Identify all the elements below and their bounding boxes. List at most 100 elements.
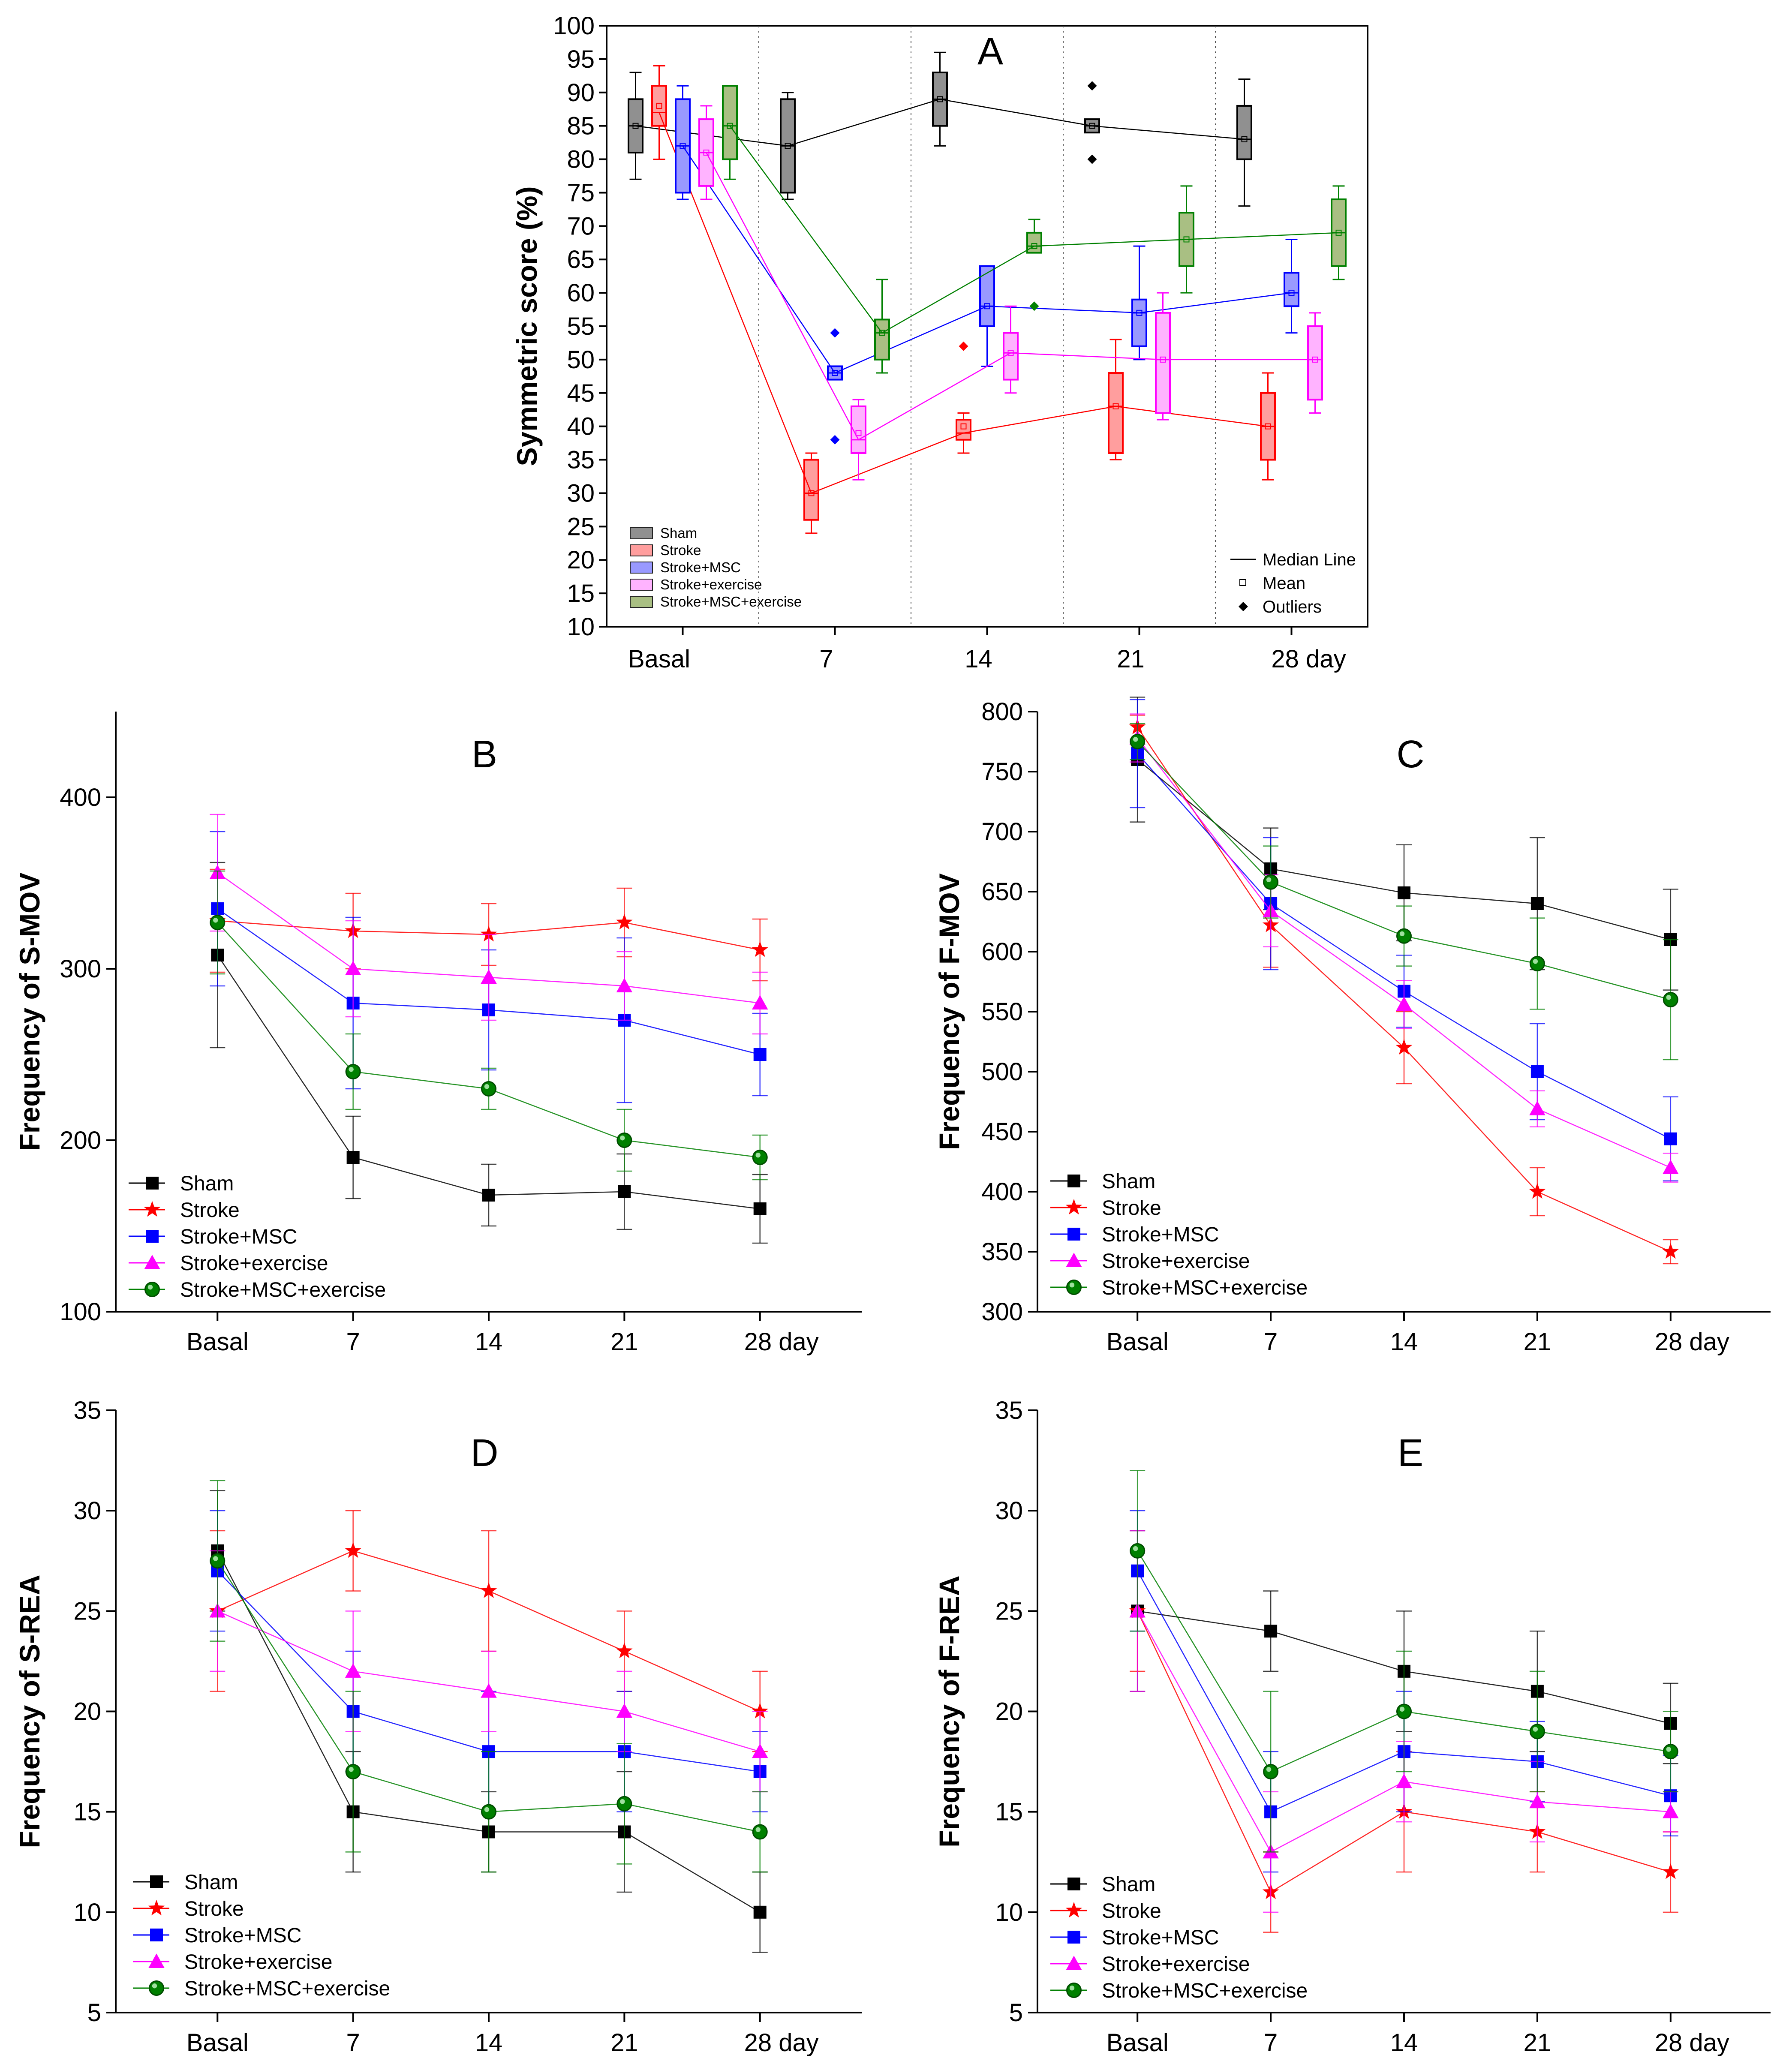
legend-marker bbox=[150, 1929, 163, 1941]
x-tick-label: 7 bbox=[346, 1328, 360, 1356]
x-tick-label: Basal bbox=[186, 2029, 249, 2057]
x-tick-label: 21 bbox=[1524, 1328, 1551, 1356]
data-point-highlight bbox=[1399, 931, 1405, 937]
legend-marker bbox=[1067, 1931, 1080, 1944]
data-point bbox=[345, 1064, 361, 1079]
mean-marker bbox=[703, 149, 710, 156]
data-point bbox=[753, 1048, 767, 1061]
data-point bbox=[1529, 1724, 1545, 1740]
data-point bbox=[210, 915, 226, 930]
legend-marker bbox=[144, 1282, 160, 1297]
y-tick-label: 15 bbox=[567, 580, 595, 607]
y-tick-label: 90 bbox=[567, 79, 595, 107]
legend-marker bbox=[1065, 1199, 1082, 1215]
legend-label: Stroke+MSC+exercise bbox=[1102, 1980, 1308, 2002]
data-point bbox=[1396, 996, 1412, 1011]
y-tick-label: 650 bbox=[981, 878, 1023, 906]
mean-marker bbox=[832, 370, 838, 376]
legend-swatch bbox=[630, 527, 653, 539]
y-tick-label: 300 bbox=[981, 1298, 1023, 1326]
legend-marker bbox=[1067, 1175, 1080, 1187]
chart-E: 5 10 15 20 25 30 35 Basal 7 14 21 28 day Frequency o… bbox=[933, 1397, 1771, 2057]
legend-marker bbox=[1067, 1878, 1080, 1890]
y-tick-label: 400 bbox=[60, 784, 101, 811]
box bbox=[979, 265, 995, 327]
data-point bbox=[480, 925, 497, 942]
x-tick-label: 14 bbox=[475, 2029, 503, 2057]
y-tick-label: 35 bbox=[73, 1397, 101, 1424]
legend-label: Stroke+exercise bbox=[660, 577, 762, 592]
panel-letter: C bbox=[1397, 733, 1425, 776]
y-tick-label: 30 bbox=[73, 1497, 101, 1525]
box bbox=[1026, 231, 1042, 254]
legend-swatch bbox=[630, 596, 653, 608]
y-tick-label: 700 bbox=[981, 818, 1023, 846]
chart-C: 300 350 400 450 500 550 600 650 700 750 800 Basal 7 1… bbox=[933, 697, 1771, 1356]
outlier-marker bbox=[1087, 81, 1097, 91]
data-point-highlight bbox=[755, 1153, 761, 1158]
legend-label: Mean bbox=[1263, 574, 1305, 593]
data-point bbox=[1663, 992, 1678, 1007]
data-point bbox=[616, 1703, 633, 1718]
box-series-stroke bbox=[651, 65, 1276, 534]
y-tick-label: 750 bbox=[981, 758, 1023, 786]
x-tick-label: 14 bbox=[475, 1328, 503, 1356]
data-point bbox=[1662, 1243, 1679, 1259]
data-point bbox=[752, 941, 768, 957]
box bbox=[1003, 332, 1019, 381]
data-point bbox=[1529, 956, 1545, 971]
box-series-exercise bbox=[698, 105, 1323, 481]
y-tick-label: 200 bbox=[60, 1127, 101, 1154]
y-tick-label: 350 bbox=[981, 1238, 1023, 1266]
data-point-highlight bbox=[620, 1136, 625, 1141]
legend-marker bbox=[148, 1899, 165, 1916]
mean-marker bbox=[855, 430, 862, 436]
y-tick-label: 450 bbox=[981, 1118, 1023, 1146]
data-point bbox=[1663, 1160, 1679, 1174]
y-tick-label: 15 bbox=[995, 1798, 1023, 1826]
legend-label: Sham bbox=[660, 525, 697, 541]
legend-marker bbox=[1065, 1902, 1082, 1918]
y-tick-label: 800 bbox=[981, 698, 1023, 726]
y-axis-label: Frequency of S-REA bbox=[14, 1574, 45, 1848]
data-point bbox=[1395, 1039, 1413, 1055]
data-point-highlight bbox=[213, 1556, 218, 1561]
y-tick-label: 55 bbox=[567, 312, 595, 340]
outlier-marker bbox=[830, 328, 840, 338]
box bbox=[651, 85, 667, 127]
mean-marker bbox=[879, 330, 885, 336]
legend-marker bbox=[144, 1255, 160, 1269]
data-point bbox=[1130, 1543, 1146, 1559]
mean-marker bbox=[680, 143, 686, 149]
data-point bbox=[1530, 1065, 1544, 1078]
data-point-highlight bbox=[620, 1799, 625, 1804]
data-point bbox=[1263, 874, 1279, 890]
legend-swatch bbox=[630, 562, 653, 574]
data-point bbox=[1663, 1744, 1678, 1760]
y-tick-label: 60 bbox=[567, 279, 595, 307]
y-axis-label: Frequency of F-MOV bbox=[933, 873, 965, 1150]
legend-label: Stroke bbox=[1102, 1197, 1161, 1220]
series-combo bbox=[210, 1480, 768, 1873]
x-tick-label: 28 day bbox=[1271, 645, 1346, 673]
y-tick-label: 10 bbox=[567, 613, 595, 641]
legend-markers-A: Median Line Mean Outliers bbox=[1230, 550, 1356, 616]
panel-letter: A bbox=[977, 30, 1003, 73]
data-point bbox=[1662, 1863, 1679, 1879]
y-tick-label: 400 bbox=[981, 1178, 1023, 1206]
legend-label: Stroke+MSC bbox=[1102, 1223, 1219, 1246]
data-point bbox=[752, 1743, 768, 1758]
data-point bbox=[480, 1582, 497, 1598]
legend-label: Stroke+MSC bbox=[180, 1226, 297, 1248]
x-tick-label: 28 day bbox=[744, 2029, 819, 2057]
legend-label: Stroke bbox=[184, 1898, 244, 1920]
x-tick-label: 21 bbox=[1524, 2029, 1551, 2057]
y-tick-label: 70 bbox=[567, 212, 595, 240]
y-tick-label: 45 bbox=[567, 379, 595, 407]
x-tick-label: Basal bbox=[1106, 1328, 1169, 1356]
chart-B: 100 200 300 400 Basal 7 14 21 28 day Frequency of… bbox=[14, 712, 862, 1356]
y-tick-label: 20 bbox=[567, 546, 595, 574]
y-tick-label: 100 bbox=[553, 12, 595, 40]
y-tick-label: 65 bbox=[567, 246, 595, 273]
